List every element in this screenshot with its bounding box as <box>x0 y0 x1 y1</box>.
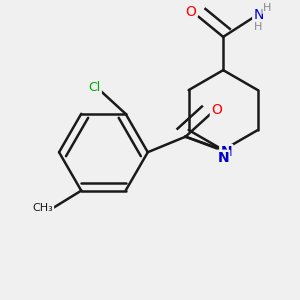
Text: N: N <box>254 8 264 22</box>
Text: O: O <box>211 103 222 117</box>
Text: O: O <box>185 4 196 19</box>
Text: Cl: Cl <box>88 81 101 94</box>
Text: H: H <box>254 22 262 32</box>
Text: N: N <box>218 151 229 165</box>
Text: H: H <box>263 3 272 13</box>
Text: CH₃: CH₃ <box>32 203 53 213</box>
Text: N: N <box>220 145 232 159</box>
